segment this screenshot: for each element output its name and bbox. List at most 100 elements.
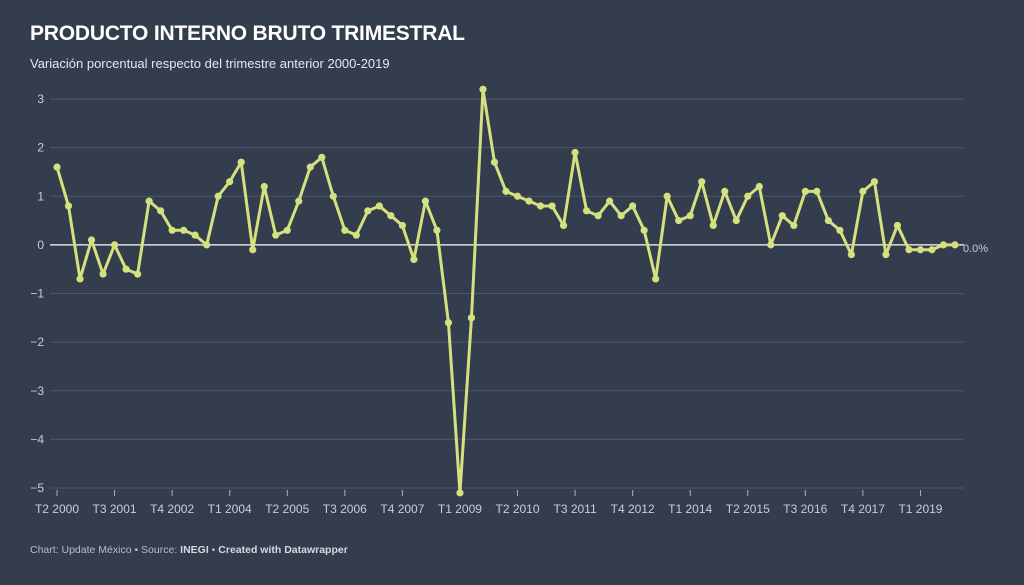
data-point [318,153,326,161]
data-point [836,226,844,234]
data-point [64,202,73,210]
data-point [709,221,717,230]
data-point [272,231,280,239]
y-tick-label: −5 [30,481,44,495]
end-value-label: 0.0% [963,243,988,255]
data-point [295,197,303,205]
data-point [859,187,867,195]
data-point [479,85,487,93]
data-point [444,319,453,327]
data-point [87,236,96,244]
y-tick-label: −3 [30,384,44,398]
y-tick-label: 2 [37,141,44,155]
data-point [53,163,61,171]
end-label-layer: 0.0% [963,243,988,255]
data-point [951,241,959,249]
data-point [490,158,499,166]
data-point [755,182,763,191]
data-point [939,241,948,249]
y-tick-label: −1 [30,287,44,301]
data-point [790,221,798,230]
data-point [76,275,84,283]
data-point [133,270,142,278]
data-point [513,192,522,200]
x-tick-label: T4 2012 [611,502,655,516]
x-tick-label: T1 2019 [898,502,942,516]
chart-footer: Chart: Update México • Source: INEGI • C… [30,544,348,556]
x-tick-label: T2 2010 [495,502,539,516]
y-axis: 3 2 1 0 −1 −2 −3 −4 −5 [30,92,44,495]
data-point [652,275,660,283]
data-point [801,187,809,195]
x-tick-label: T4 2017 [841,502,885,516]
data-point [329,192,337,200]
y-tick-label: 0 [37,238,44,252]
data-point [226,178,234,186]
x-tick-label: T2 2000 [35,502,79,516]
series-points [53,85,959,497]
data-point [110,241,119,249]
data-point [767,241,775,249]
x-tick-label: T4 2002 [150,502,194,516]
grid-layer [50,98,964,489]
data-point [122,265,130,273]
y-tick-label: 3 [37,92,44,106]
data-point [548,202,556,210]
data-point [398,221,406,230]
data-point [375,202,383,210]
x-tick-label: T2 2015 [726,502,770,516]
footer-separator: • [208,544,219,556]
data-point [341,226,349,234]
data-point [778,212,786,220]
data-point [249,246,257,254]
data-point [352,231,360,239]
data-point [168,226,176,234]
data-point [870,178,879,186]
x-tick-label: T3 2016 [783,502,827,516]
footer-prefix: Chart: Update México • Source: [30,544,181,556]
data-point [582,207,591,215]
data-point [824,216,832,225]
chart-subtitle: Variación porcentual respecto del trimes… [30,56,390,71]
x-tick-label: T3 2001 [93,502,137,516]
data-point [905,246,913,254]
x-tick-label: T1 2004 [208,502,252,516]
x-tick-label: T1 2009 [438,502,482,516]
data-point [686,212,694,220]
x-tick-label: T2 2005 [265,502,309,516]
data-point [744,192,752,200]
x-tick-label: T3 2011 [553,502,596,516]
data-point [675,216,683,225]
data-point [813,187,821,195]
chart-title: PRODUCTO INTERNO BRUTO TRIMESTRAL [30,22,465,45]
data-point [214,192,222,200]
data-point [629,202,637,210]
footer-credit: Created with Datawrapper [218,544,348,556]
data-point [606,197,614,205]
data-point [456,489,464,497]
y-tick-label: 1 [37,189,44,203]
data-point [283,226,291,234]
data-point [893,221,902,230]
series-line [55,87,957,495]
data-point [617,212,625,220]
x-tick-label: T3 2006 [323,502,367,516]
data-point [559,221,568,230]
y-tick-label: −2 [30,335,44,349]
data-point [721,187,729,195]
data-point [180,226,188,234]
data-point [260,182,268,191]
data-point [502,187,510,195]
footer-source: INEGI [180,544,209,556]
data-point [916,246,925,254]
data-point [306,163,314,171]
data-point [99,270,107,278]
data-point [594,212,602,220]
data-point [525,197,533,205]
x-tick-label: T4 2007 [380,502,424,516]
data-point [928,246,936,254]
data-point [467,314,476,322]
series-line-path [55,87,957,495]
data-point [640,226,648,234]
